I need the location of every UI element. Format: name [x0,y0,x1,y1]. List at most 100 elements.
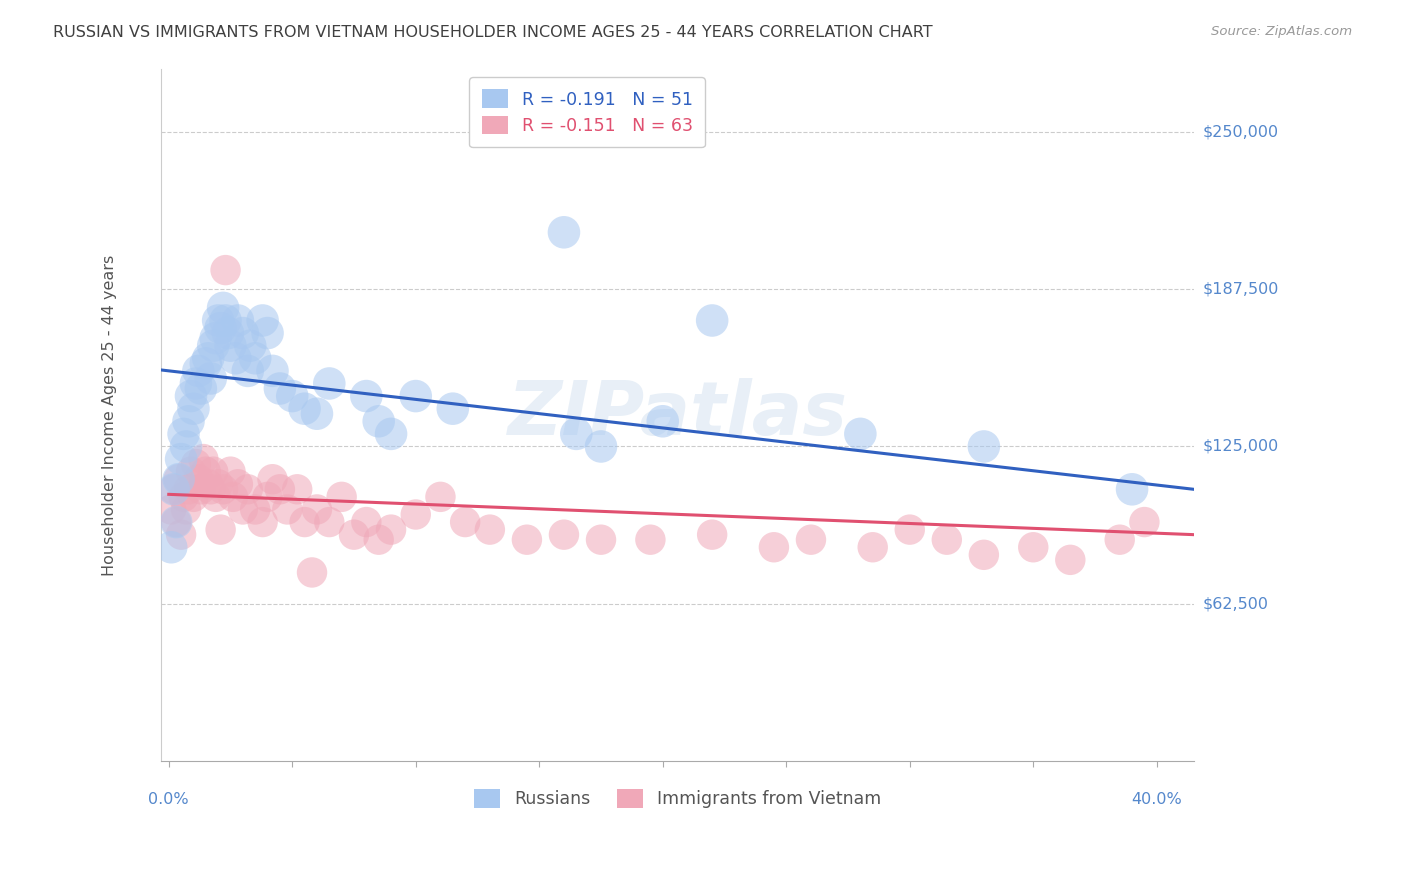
Point [165,515,187,529]
Point [294,515,316,529]
Point [318,515,340,529]
Point [330,490,353,504]
Point [190,483,212,497]
Point [800,533,823,547]
Point [454,515,477,529]
Point [294,401,316,416]
Point [177,483,200,497]
Text: $62,500: $62,500 [1202,597,1268,611]
Point [245,351,267,366]
Point [256,490,278,504]
Point [170,527,193,541]
Point [207,477,229,491]
Point [180,465,202,479]
Point [935,533,957,547]
Point [380,523,402,537]
Text: Source: ZipAtlas.com: Source: ZipAtlas.com [1212,25,1353,38]
Point [356,515,378,529]
Point [245,502,267,516]
Point [174,440,197,454]
Point [173,426,195,441]
Point [405,508,427,522]
Point [217,326,239,340]
Point [1022,541,1045,555]
Point [167,472,190,486]
Point [219,465,242,479]
Point [236,364,259,378]
Point [565,426,588,441]
Point [214,263,236,277]
Point [184,457,207,471]
Point [702,313,724,327]
Point [305,407,328,421]
Point [202,339,225,353]
Point [252,313,274,327]
Text: RUSSIAN VS IMMIGRANTS FROM VIETNAM HOUSEHOLDER INCOME AGES 25 - 44 YEARS CORRELA: RUSSIAN VS IMMIGRANTS FROM VIETNAM HOUSE… [53,25,934,40]
Point [194,356,217,370]
Point [301,566,323,580]
Point [177,414,200,428]
Point [214,313,236,327]
Point [184,376,207,391]
Point [180,389,202,403]
Point [193,452,215,467]
Point [209,523,232,537]
Point [167,472,190,486]
Point [219,339,242,353]
Point [305,502,328,516]
Text: Householder Income Ages 25 - 44 years: Householder Income Ages 25 - 44 years [103,254,117,575]
Point [318,376,340,391]
Point [222,490,245,504]
Point [173,490,195,504]
Point [762,541,785,555]
Point [183,401,205,416]
Point [163,483,186,497]
Point [862,541,884,555]
Point [194,465,217,479]
Point [262,472,284,486]
Point [224,351,246,366]
Point [236,483,259,497]
Point [1121,483,1143,497]
Point [163,483,186,497]
Point [269,483,291,497]
Point [429,490,451,504]
Point [174,502,197,516]
Point [651,414,673,428]
Text: 0.0%: 0.0% [149,792,188,807]
Point [478,523,501,537]
Point [190,382,212,396]
Point [212,483,235,497]
Point [973,440,995,454]
Point [356,389,378,403]
Point [589,440,612,454]
Point [380,426,402,441]
Point [207,313,229,327]
Point [285,483,308,497]
Point [256,326,278,340]
Point [262,364,284,378]
Point [204,331,226,345]
Point [553,225,575,239]
Point [553,527,575,541]
Point [200,371,222,385]
Point [187,472,209,486]
Text: 40.0%: 40.0% [1132,792,1182,807]
Point [187,364,209,378]
Point [367,533,389,547]
Point [209,321,232,335]
Point [973,548,995,562]
Point [204,490,226,504]
Text: $125,000: $125,000 [1202,439,1278,454]
Point [212,301,235,315]
Point [200,483,222,497]
Point [252,515,274,529]
Point [170,452,193,467]
Point [276,502,298,516]
Point [160,541,183,555]
Point [269,382,291,396]
Point [702,527,724,541]
Point [1133,515,1156,529]
Point [898,523,921,537]
Point [226,477,249,491]
